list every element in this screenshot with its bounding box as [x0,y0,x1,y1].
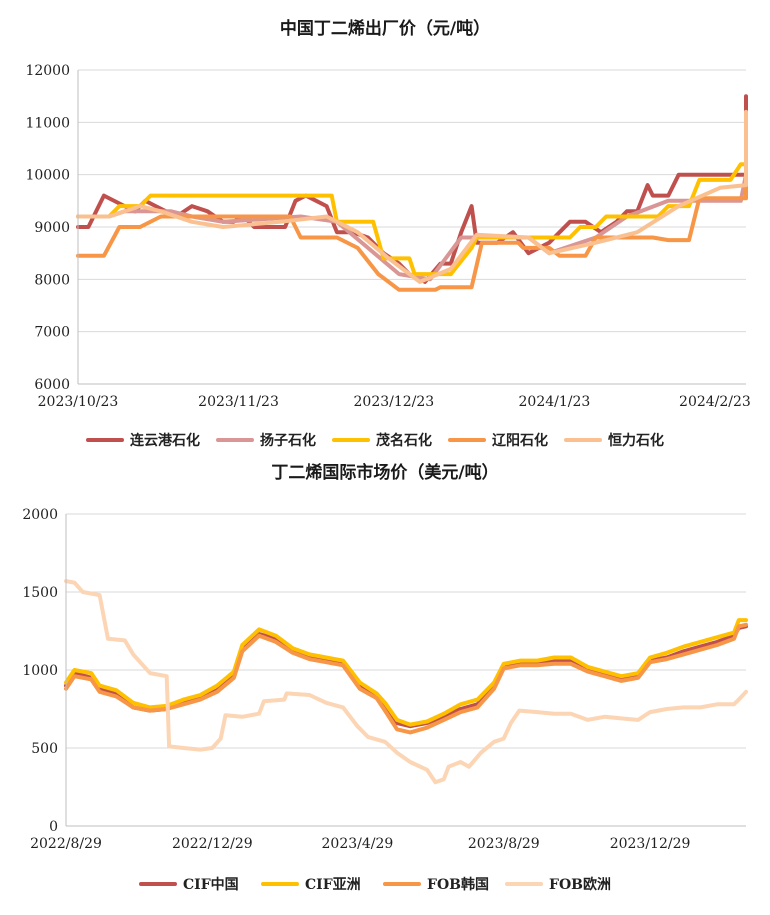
x-tick-label: 2023/12/23 [354,394,435,410]
legend-label: 恒力石化 [608,432,664,449]
legend-label: FOB欧洲 [549,876,611,893]
legend-label: CIF中国 [183,876,239,893]
series-line-茂名石化 [76,120,748,277]
y-tick-label: 10000 [25,168,70,184]
series-line-扬子石化 [76,115,748,282]
x-tick-label: 2023/10/23 [38,394,119,410]
x-tick-label: 2022/8/29 [30,836,102,852]
x-tick-label: 2024/1/23 [519,394,591,410]
series-line-FOB欧洲 [64,579,748,785]
legend-label: 辽阳石化 [492,432,548,449]
y-tick-label: 2000 [22,507,58,523]
chart-title: 丁二烯国际市场价（美元/吨） [271,462,498,483]
y-tick-label: 9000 [34,220,70,236]
legend-label: 连云港石化 [130,432,200,449]
y-tick-label: 1000 [22,663,58,679]
y-tick-label: 7000 [34,325,70,341]
x-tick-label: 2022/12/29 [172,836,253,852]
y-tick-label: 11000 [25,115,70,131]
series-line-恒力石化 [76,109,748,284]
series-line-CIF亚洲 [64,618,748,727]
legend-label: 扬子石化 [260,432,316,449]
domestic-price-chart: 中国丁二烯出厂价（元/吨） 6000 7000 8000 9000 10000 11000… [25,18,751,449]
y-tick-label: 8000 [34,272,70,288]
x-tick-label: 2023/8/29 [468,836,540,852]
x-tick-label: 2023/11/23 [198,394,279,410]
international-price-chart: 丁二烯国际市场价（美元/吨） 0 500 1000 1500 2000 2022/8/29… [22,462,748,893]
x-tick-label: 2023/12/29 [610,836,691,852]
legend-label: CIF亚洲 [305,877,361,893]
y-tick-label: 12000 [25,63,70,79]
y-tick-label: 500 [31,741,58,757]
x-tick-label: 2024/2/23 [679,394,751,410]
chart-title: 中国丁二烯出厂价（元/吨） [280,18,490,39]
legend-label: FOB韩国 [427,876,489,893]
y-tick-label: 1500 [22,585,58,601]
x-tick-label: 2023/4/29 [322,836,394,852]
series-line-连云港石化 [76,94,748,284]
y-tick-label: 0 [49,819,58,835]
series-line-辽阳石化 [76,115,748,292]
legend-label: 茂名石化 [376,432,432,449]
series-line-FOB韩国 [64,622,748,735]
y-tick-label: 6000 [34,377,70,393]
